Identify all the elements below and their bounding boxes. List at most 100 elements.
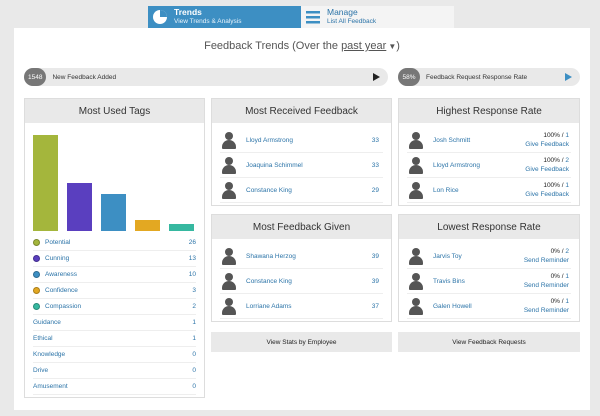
- person-name-link[interactable]: Shawana Herzog: [246, 252, 296, 260]
- tag-list: Potential 26 Cunning 13 Awareness 10 Confidenc…: [33, 235, 196, 395]
- person-name-link[interactable]: Galen Howell: [433, 302, 472, 310]
- avatar-head: [412, 273, 420, 281]
- give-feedback-link[interactable]: Give Feedback: [525, 166, 569, 173]
- person-row: Josh Schmitt 100% / 1 Give Feedback: [407, 128, 571, 153]
- give-feedback-link[interactable]: Give Feedback: [525, 141, 569, 148]
- tag-name: Knowledge: [33, 351, 66, 358]
- avatar-body: [409, 165, 423, 174]
- view-stats-button[interactable]: View Stats by Employee: [211, 332, 392, 352]
- feedback-count[interactable]: 29: [371, 186, 379, 194]
- send-reminder-link[interactable]: Send Reminder: [523, 257, 569, 264]
- highest-rate-card: Highest Response Rate Josh Schmitt 100% /…: [398, 98, 580, 206]
- tag-row[interactable]: Knowledge 0: [33, 347, 196, 363]
- person-name-link[interactable]: Travis Bins: [433, 277, 465, 285]
- feedback-count[interactable]: 39: [371, 252, 379, 260]
- person-name-link[interactable]: Lloyd Armstrong: [433, 161, 480, 169]
- send-reminder-link[interactable]: Send Reminder: [523, 307, 569, 314]
- response-rate-strip[interactable]: 58% Feedback Request Response Rate: [398, 68, 580, 86]
- person-name-link[interactable]: Lloyd Armstrong: [246, 136, 293, 144]
- tag-name: Awareness: [45, 271, 78, 278]
- tag-row[interactable]: Awareness 10: [33, 267, 196, 283]
- rate-percent: 0% /: [550, 248, 566, 255]
- tab-trends[interactable]: Trends View Trends & Analysis: [148, 6, 301, 28]
- user-avatar-icon: [407, 131, 425, 149]
- give-feedback-link[interactable]: Give Feedback: [525, 191, 569, 198]
- most-received-card: Most Received Feedback Lloyd Armstrong 33…: [211, 98, 392, 206]
- feedback-count[interactable]: 33: [371, 136, 379, 144]
- tag-count: 0: [192, 367, 196, 374]
- person-name-link[interactable]: Joaquina Schimmel: [246, 161, 303, 169]
- user-avatar-icon: [407, 297, 425, 315]
- play-icon[interactable]: [373, 73, 380, 81]
- tag-name: Compassion: [45, 303, 82, 310]
- tag-count: 0: [192, 383, 196, 390]
- avatar-body: [409, 306, 423, 315]
- feedback-count[interactable]: 37: [371, 302, 379, 310]
- rate-total-link[interactable]: 1: [565, 182, 569, 189]
- tag-name: Cunning: [45, 255, 70, 262]
- send-reminder-link[interactable]: Send Reminder: [523, 282, 569, 289]
- avatar-head: [412, 157, 420, 165]
- user-avatar-icon: [407, 181, 425, 199]
- tab-manage-title: Manage: [327, 7, 358, 17]
- period-dropdown[interactable]: past year: [341, 40, 387, 52]
- rate-total-link[interactable]: 2: [565, 248, 569, 255]
- rate-total-link[interactable]: 2: [565, 157, 569, 164]
- person-name-link[interactable]: Jarvis Toy: [433, 252, 462, 260]
- rate-percent: 100% /: [543, 157, 566, 164]
- response-rate: 0% / 2: [524, 247, 569, 256]
- tag-name: Drive: [33, 367, 49, 374]
- rate-total-link[interactable]: 1: [565, 132, 569, 139]
- new-feedback-label: New Feedback Added: [52, 73, 117, 81]
- person-row: Lloyd Armstrong 100% / 2 Give Feedback: [407, 153, 571, 178]
- tag-name: Confidence: [45, 287, 78, 294]
- tag-row[interactable]: Ethical 1: [33, 331, 196, 347]
- rate-total-link[interactable]: 1: [565, 273, 569, 280]
- user-avatar-icon: [220, 181, 238, 199]
- tag-row[interactable]: Guidance 1: [33, 315, 196, 331]
- most-used-tags-card: Most Used Tags Potential 26 Cunning 13 Aware…: [24, 98, 205, 398]
- tag-row[interactable]: Compassion 2: [33, 299, 196, 315]
- tag-row[interactable]: Amusement 0: [33, 379, 196, 395]
- main-panel: Feedback Trends (Over the past year ▼) 15…: [14, 28, 590, 410]
- avatar-head: [225, 273, 233, 281]
- user-avatar-icon: [407, 272, 425, 290]
- rate-box: 100% / 1 Give Feedback: [525, 131, 569, 149]
- person-row: Shawana Herzog 39: [220, 244, 383, 269]
- card-title: Highest Response Rate: [399, 99, 579, 123]
- avatar-body: [409, 256, 423, 265]
- person-name-link[interactable]: Lon Rice: [433, 186, 459, 194]
- chevron-down-icon[interactable]: ▼: [388, 42, 397, 51]
- avatar-body: [222, 140, 236, 149]
- person-name-link[interactable]: Constance King: [246, 277, 292, 285]
- response-rate-label: Feedback Request Response Rate: [426, 73, 528, 81]
- tag-count: 0: [192, 351, 196, 358]
- tag-row[interactable]: Potential 26: [33, 235, 196, 251]
- lowest-rate-card: Lowest Response Rate Jarvis Toy 0% / 2 Sen…: [398, 214, 580, 322]
- feedback-count[interactable]: 39: [371, 277, 379, 285]
- tag-count: 1: [192, 319, 196, 326]
- person-name-link[interactable]: Lorriane Adams: [246, 302, 292, 310]
- tab-manage[interactable]: Manage List All Feedback: [301, 6, 454, 28]
- avatar-body: [409, 140, 423, 149]
- avatar-head: [225, 248, 233, 256]
- tag-row[interactable]: Cunning 13: [33, 251, 196, 267]
- new-feedback-strip[interactable]: 1548 New Feedback Added: [24, 68, 388, 86]
- avatar-head: [412, 298, 420, 306]
- person-name-link[interactable]: Josh Schmitt: [433, 136, 471, 144]
- avatar-body: [222, 281, 236, 290]
- feedback-count[interactable]: 33: [371, 161, 379, 169]
- avatar-head: [412, 132, 420, 140]
- play-icon[interactable]: [565, 73, 572, 81]
- person-row: Lorriane Adams 37: [220, 294, 383, 319]
- person-row: Lon Rice 100% / 1 Give Feedback: [407, 178, 571, 203]
- tag-row[interactable]: Confidence 3: [33, 283, 196, 299]
- bar-compassion: [169, 224, 194, 231]
- tab-trends-title: Trends: [174, 7, 202, 17]
- rate-total-link[interactable]: 1: [565, 298, 569, 305]
- tag-name: Amusement: [33, 383, 68, 390]
- view-requests-button[interactable]: View Feedback Requests: [398, 332, 580, 352]
- card-title: Most Used Tags: [25, 99, 204, 123]
- person-name-link[interactable]: Constance King: [246, 186, 292, 194]
- tag-row[interactable]: Drive 0: [33, 363, 196, 379]
